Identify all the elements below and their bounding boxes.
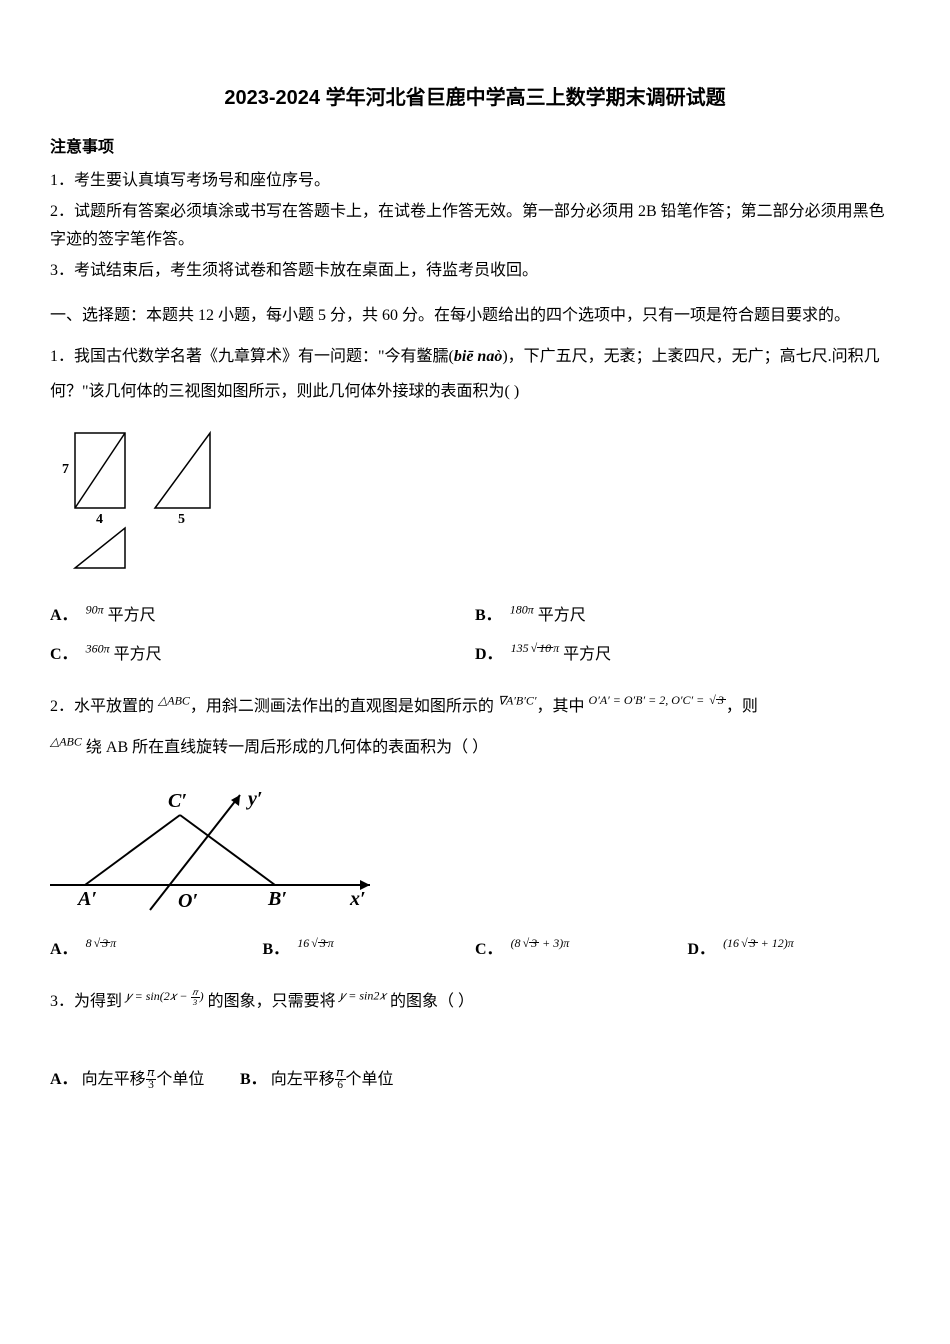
q3-eq2: 𝑦 = sin2𝑥 — [340, 989, 386, 1003]
q2-a-val: 8 — [86, 936, 92, 950]
q2-b-sqrt: 3 — [318, 942, 328, 943]
q1-c-val: 360 — [86, 641, 104, 655]
q2-d-open: (16 — [723, 936, 739, 950]
q2-c-sym: π — [563, 936, 569, 950]
q2-eq1: O′A′ = O′B′ = 2, O′C′ = — [589, 693, 708, 707]
q3-text: 3．为得到 𝑦 = sin(2𝑥 − 𝜋3) 的图象，只需要将 𝑦 = sin2… — [50, 984, 900, 1019]
q1-option-c: C． 360π 平方尺 — [50, 641, 475, 670]
q3-frac-den: 3 — [191, 998, 200, 1007]
q1-b-val: 180 — [510, 603, 528, 617]
q1-options-row-1: A． 90π 平方尺 B． 180π 平方尺 — [50, 602, 900, 631]
q3-b-text-a: 向左平移 — [271, 1071, 335, 1088]
q1-text: 1．我国古代数学名著《九章算术》有一问题："今有鳖臑(biē naò)，下广五尺… — [50, 339, 900, 374]
q2-text-a: 2．水平放置的 — [50, 698, 158, 715]
q3-text-c: 的图象（ ） — [386, 993, 474, 1010]
q2-d-close: + 12) — [758, 936, 788, 950]
q3-b-text-b: 个单位 — [346, 1071, 394, 1088]
q2-c-open: (8 — [511, 936, 521, 950]
q2-c-sqrt: 3 — [529, 942, 539, 943]
question-3: 3．为得到 𝑦 = sin(2𝑥 − 𝜋3) 的图象，只需要将 𝑦 = sin2… — [50, 984, 900, 1094]
opt-label: A． — [50, 1071, 78, 1088]
q2-c-close: + 3) — [539, 936, 563, 950]
q3-option-b: B．向左平移𝜋6个单位 — [240, 1066, 394, 1095]
q2-text-line1: 2．水平放置的 △ABC，用斜二测画法作出的直观图是如图所示的 ∇A′B′C′，… — [50, 686, 900, 728]
q2-text-b: ，用斜二测画法作出的直观图是如图所示的 — [190, 698, 498, 715]
svg-text:x′: x′ — [349, 888, 366, 910]
q2-option-a: A． 8 3π — [50, 936, 263, 965]
question-2: 2．水平放置的 △ABC，用斜二测画法作出的直观图是如图所示的 ∇A′B′C′，… — [50, 686, 900, 965]
q2-text-e: 绕 AB 所在直线旋转一周后形成的几何体的表面积为（ ） — [82, 739, 488, 756]
q3-option-a: A．向左平移𝜋3个单位 — [50, 1066, 240, 1095]
q2-a-sym: π — [110, 936, 116, 950]
q3-a-den: 3 — [146, 1080, 157, 1092]
q3-a-text-a: 向左平移 — [82, 1071, 146, 1088]
q1-fig-label-4: 4 — [96, 512, 103, 527]
q2-d-sym: π — [788, 936, 794, 950]
q1-option-b: B． 180π 平方尺 — [475, 602, 900, 631]
instruction-1: 1．考生要认真填写考场号和座位序号。 — [50, 167, 900, 196]
q1-text-b: )，下广五尺，无袤；上袤四尺，无广；高七尺.问积几 — [502, 348, 879, 365]
q1-fig-label-7: 7 — [62, 462, 69, 477]
q2-text-d: ，则 — [726, 698, 758, 715]
q1-fig-label-5: 5 — [178, 512, 185, 527]
q2-option-c: C． (8 3 + 3)π — [475, 936, 688, 965]
q1-options-row-2: C． 360π 平方尺 D． 13510π 平方尺 — [50, 641, 900, 670]
q1-text-a: 1．我国古代数学名著《九章算术》有一问题："今有鳖臑( — [50, 348, 454, 365]
q1-pinyin: biē naò — [454, 348, 502, 365]
opt-label: B． — [240, 1071, 267, 1088]
q3-options-row: A．向左平移𝜋3个单位 B．向左平移𝜋6个单位 — [50, 1066, 900, 1095]
q2-b-sym: π — [328, 936, 334, 950]
svg-text:y′: y′ — [246, 788, 263, 810]
q3-eq-lhs: 𝑦 = sin(2𝑥 − — [126, 989, 190, 1003]
instruction-3: 3．考试结束后，考生须将试卷和答题卡放在桌面上，待监考员收回。 — [50, 257, 900, 286]
svg-text:B′: B′ — [267, 888, 287, 910]
q3-text-a: 3．为得到 — [50, 993, 126, 1010]
svg-text:O′: O′ — [178, 890, 198, 912]
q1-b-unit: 平方尺 — [534, 607, 586, 624]
instruction-2: 2．试题所有答案必须填涂或书写在答题卡上，在试卷上作答无效。第一部分必须用 2B… — [50, 198, 900, 256]
q1-text-c: 何？"该几何体的三视图如图所示，则此几何体外接球的表面积为( ) — [50, 374, 900, 409]
q1-option-a: A． 90π 平方尺 — [50, 602, 475, 631]
opt-label: C． — [50, 646, 78, 663]
q2-figure: C′ y′ A′ O′ B′ x′ — [50, 785, 900, 926]
svg-text:C′: C′ — [168, 790, 187, 812]
q1-d-val: 135 — [511, 641, 529, 655]
q1-a-val: 90 — [86, 603, 98, 617]
q1-d-sqrt: 10 — [537, 647, 553, 648]
opt-label: B． — [263, 941, 290, 958]
opt-label: D． — [688, 941, 716, 958]
notice-header: 注意事项 — [50, 134, 900, 163]
q1-d-unit: 平方尺 — [559, 646, 611, 663]
q3-text-b: 的图象，只需要将 — [204, 993, 340, 1010]
opt-label: C． — [475, 941, 503, 958]
q2-a-sqrt: 3 — [100, 942, 110, 943]
section-1-intro: 一、选择题：本题共 12 小题，每小题 5 分，共 60 分。在每小题给出的四个… — [50, 302, 900, 331]
opt-label: B． — [475, 607, 502, 624]
q2-sqrt3: 3 — [716, 699, 726, 700]
q2-text-line2: △ABC 绕 AB 所在直线旋转一周后形成的几何体的表面积为（ ） — [50, 727, 900, 769]
q2-option-d: D． (16 3 + 12)π — [688, 936, 901, 965]
q2-options-row: A． 83π B． 163π C． (83 + 3)π D． (163 + 12… — [50, 936, 900, 965]
q1-figure: 7 4 5 — [50, 423, 900, 584]
question-1: 1．我国古代数学名著《九章算术》有一问题："今有鳖臑(biē naò)，下广五尺… — [50, 339, 900, 670]
q2-d-sqrt: 3 — [748, 942, 758, 943]
opt-label: A． — [50, 607, 78, 624]
q2-tri2: ∇A′B′C′ — [498, 693, 537, 707]
svg-text:A′: A′ — [76, 888, 97, 910]
q2-tri3: △ABC — [50, 735, 82, 749]
q1-c-unit: 平方尺 — [110, 646, 162, 663]
opt-label: A． — [50, 941, 78, 958]
q2-tri: △ABC — [158, 693, 190, 707]
instructions: 1．考生要认真填写考场号和座位序号。 2．试题所有答案必须填涂或书写在答题卡上，… — [50, 167, 900, 286]
q1-a-unit: 平方尺 — [104, 607, 156, 624]
page-title: 2023-2024 学年河北省巨鹿中学高三上数学期末调研试题 — [50, 80, 900, 116]
q2-b-val: 16 — [297, 936, 309, 950]
q2-text-c: ，其中 — [537, 698, 589, 715]
q3-b-den: 6 — [335, 1080, 346, 1092]
q2-option-b: B． 16 3π — [263, 936, 476, 965]
q1-option-d: D． 13510π 平方尺 — [475, 641, 900, 670]
opt-label: D． — [475, 646, 503, 663]
q3-a-text-b: 个单位 — [156, 1071, 204, 1088]
